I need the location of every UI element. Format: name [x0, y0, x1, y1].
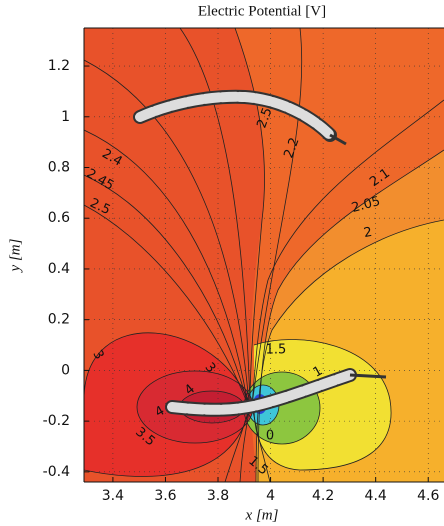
contour-label: 0: [266, 429, 274, 444]
contour-line: [84, 174, 249, 406]
y-tick-label: -0.2: [43, 413, 70, 429]
contour-label: 2.2: [281, 136, 302, 161]
x-tick-label: 4.6: [417, 488, 439, 504]
y-tick-label: 1.2: [48, 58, 70, 74]
contour-line: [179, 28, 251, 406]
y-axis-label: y [m]: [7, 238, 23, 273]
contour-line: [84, 129, 249, 406]
contour-line: [253, 339, 392, 471]
x-tick-label: 4: [266, 488, 275, 504]
x-axis-label: x [m]: [245, 507, 279, 523]
chart-title: Electric Potential [V]: [198, 3, 326, 19]
contour-line: [84, 404, 251, 477]
contour-label: 2.05: [350, 194, 382, 216]
contour-line: [255, 219, 444, 482]
x-tick-label: 3.6: [154, 488, 176, 504]
contour-line: [251, 28, 303, 406]
x-tick-label: 3.4: [102, 488, 124, 504]
y-tick-label: -0.4: [43, 464, 70, 480]
contour-line: [234, 28, 265, 406]
robot-arm: [133, 89, 347, 146]
contour-line: [84, 59, 250, 406]
contour-line: [84, 332, 251, 406]
contour-label: 2: [363, 225, 374, 241]
x-tick-label: 4.4: [365, 488, 387, 504]
y-tick-label: 0: [61, 362, 70, 378]
y-tick-label: 0.2: [48, 312, 70, 328]
robot-arm: [165, 368, 387, 417]
contour-line: [251, 99, 444, 406]
contour-label: 2.5: [254, 106, 275, 131]
y-tick-label: 0.4: [48, 261, 70, 277]
x-tick-label: 4.2: [312, 488, 334, 504]
x-tick-label: 3.8: [207, 488, 229, 504]
y-tick-label: 1: [61, 109, 70, 125]
contour-label: 1.5: [266, 343, 287, 358]
contour-line: [84, 204, 249, 406]
y-tick-label: 0.8: [48, 159, 70, 175]
y-tick-label: 0.6: [48, 210, 70, 226]
